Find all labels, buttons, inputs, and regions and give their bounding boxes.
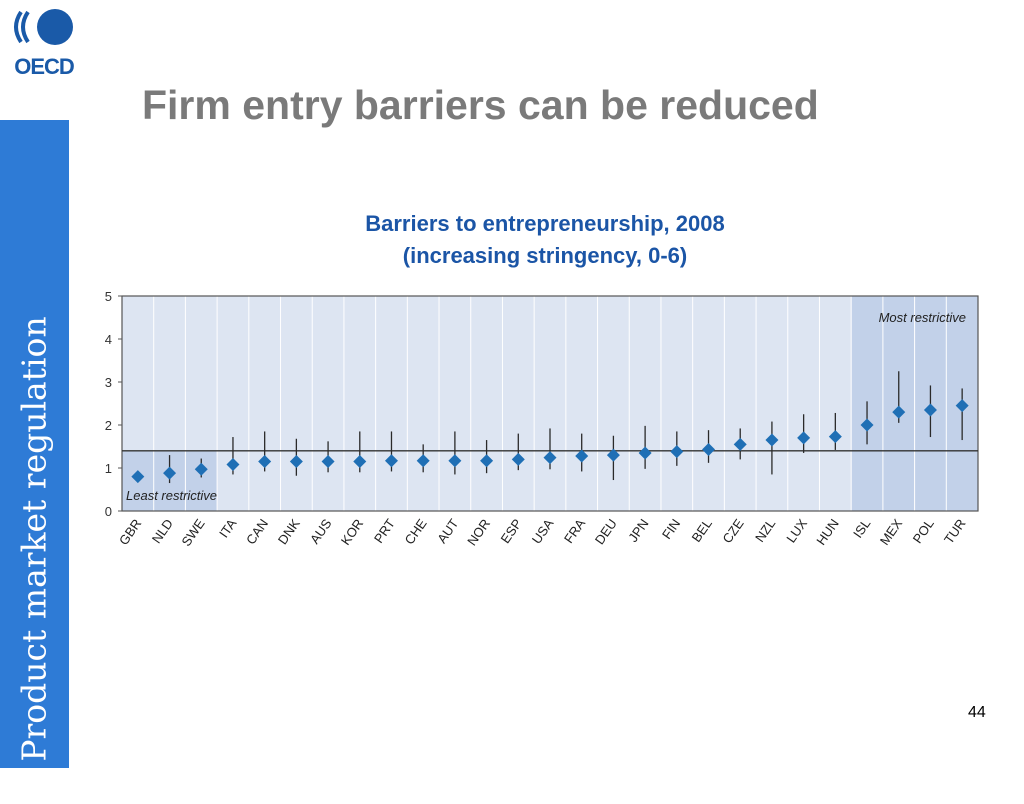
x-tick-label: POL (910, 516, 937, 546)
data-point (480, 454, 494, 468)
x-tick-label: DNK (275, 516, 303, 547)
x-tick-label: ISL (850, 516, 873, 541)
x-tick-label: FIN (659, 516, 683, 542)
x-tick-label: CAN (243, 516, 271, 547)
x-tick-label: KOR (338, 516, 366, 548)
data-point (543, 451, 557, 465)
data-point (860, 418, 874, 432)
data-point (892, 405, 906, 419)
data-point (131, 470, 145, 484)
x-tick-label: CZE (719, 516, 746, 546)
data-point (797, 431, 811, 445)
data-point (828, 430, 842, 444)
x-tick-label: BEL (689, 516, 715, 545)
x-tick-label: HUN (813, 516, 841, 548)
y-tick-label: 4 (105, 332, 112, 347)
least-restrictive-label: Least restrictive (126, 488, 217, 503)
x-tick-label: AUT (434, 516, 461, 546)
chart-title: Barriers to entrepreneurship, 2008 (incr… (300, 208, 790, 272)
data-point (321, 455, 335, 469)
y-tick-label: 0 (105, 504, 112, 519)
plot-border (121, 295, 979, 512)
data-point (733, 437, 747, 451)
data-point (638, 446, 652, 460)
slide-title: Firm entry barriers can be reduced (142, 82, 819, 128)
section-sidebar: 4. Product market regulation (0, 120, 69, 804)
data-point (923, 403, 937, 417)
data-point (194, 462, 208, 476)
x-tick-label: ITA (216, 516, 240, 541)
data-point (765, 433, 779, 447)
chart-title-line-1: Barriers to entrepreneurship, 2008 (365, 211, 725, 236)
data-point (702, 443, 716, 457)
x-tick-label: PRT (371, 516, 398, 546)
x-tick-label: MEX (877, 516, 906, 548)
x-tick-label: CHE (402, 516, 430, 547)
x-tick-label: USA (529, 516, 557, 547)
x-tick-label: AUS (307, 516, 335, 547)
most-restrictive-label: Most restrictive (879, 310, 966, 325)
data-point (353, 455, 367, 469)
x-tick-label: JPN (625, 516, 651, 545)
y-tick-label: 3 (105, 375, 112, 390)
page-number: 44 (968, 704, 986, 721)
data-point (416, 454, 430, 468)
section-label: 4. Product market regulation (14, 316, 54, 804)
x-tick-label: TUR (941, 516, 969, 546)
oecd-logo-mark (14, 9, 73, 45)
x-tick-label: DEU (592, 516, 620, 547)
oecd-logo: OECD (8, 6, 80, 82)
y-tick-label: 1 (105, 461, 112, 476)
y-tick-label: 5 (105, 289, 112, 304)
data-point (575, 449, 589, 463)
data-point (670, 445, 684, 459)
plot-area (122, 296, 978, 511)
data-point (226, 458, 240, 472)
x-tick-label: NZL (752, 516, 778, 545)
x-tick-label: GBR (116, 516, 144, 548)
data-point (955, 399, 969, 413)
x-tick-label: NLD (149, 516, 176, 546)
chart-title-line-2: (increasing stringency, 0-6) (402, 243, 688, 268)
data-point (289, 455, 303, 469)
x-tick-label: SWE (178, 516, 207, 549)
data-point (384, 454, 398, 468)
x-tick-label: FRA (561, 516, 588, 546)
data-point (448, 454, 462, 468)
x-tick-label: NOR (464, 516, 493, 548)
x-tick-label: ESP (498, 516, 525, 546)
x-tick-label: LUX (783, 516, 810, 546)
y-tick-label: 2 (105, 418, 112, 433)
data-point (606, 448, 620, 462)
data-point (163, 466, 177, 480)
oecd-logo-text: OECD (14, 54, 75, 79)
data-point (258, 455, 272, 469)
